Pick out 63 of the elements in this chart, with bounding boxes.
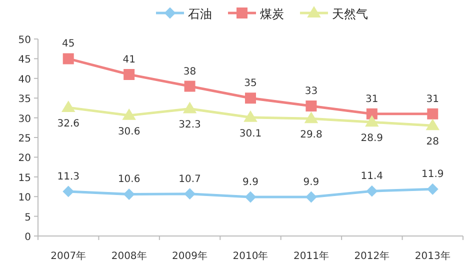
data-label: 35 <box>244 78 257 90</box>
x-tick-label: 2013年 <box>414 250 450 262</box>
point <box>366 108 378 120</box>
y-tick-label: 20 <box>18 153 31 164</box>
point <box>426 119 440 130</box>
point <box>427 108 438 120</box>
point <box>124 68 135 80</box>
point <box>306 191 317 202</box>
point <box>245 191 256 202</box>
data-label: 9.9 <box>242 176 258 188</box>
data-label: 9.9 <box>303 176 320 188</box>
data-label: 30.6 <box>118 126 140 138</box>
y-tick-label: 10 <box>18 192 31 204</box>
data-label: 31 <box>426 94 440 105</box>
x-tick-label: 2012年 <box>354 250 390 262</box>
data-label: 32.3 <box>178 120 201 131</box>
point <box>306 100 317 112</box>
data-label: 29.8 <box>300 130 322 141</box>
data-label: 28.9 <box>360 133 384 144</box>
y-tick-label: 15 <box>18 172 31 184</box>
data-label: 41 <box>122 54 136 66</box>
legend-label: 天然气 <box>332 7 368 21</box>
y-tick-label: 0 <box>24 232 31 243</box>
legend-label: 煤炭 <box>260 7 284 21</box>
point <box>366 186 378 197</box>
y-tick-label: 40 <box>18 74 31 86</box>
data-label: 11.4 <box>360 171 384 182</box>
data-label: 11.9 <box>422 169 444 180</box>
point <box>184 188 196 200</box>
point <box>365 116 378 127</box>
y-tick-label: 25 <box>18 134 31 144</box>
point <box>62 186 74 197</box>
y-tick-label: 5 <box>24 212 31 224</box>
legend-label: 石油 <box>188 7 212 21</box>
data-label: 31 <box>366 94 378 105</box>
data-label: 28 <box>426 136 440 148</box>
data-label: 45 <box>62 38 75 50</box>
x-tick-label: 2009年 <box>172 250 208 262</box>
point <box>183 102 196 114</box>
x-tick-label: 2010年 <box>232 250 268 262</box>
data-label: 10.7 <box>178 174 201 185</box>
point <box>62 53 74 64</box>
point <box>245 92 256 104</box>
y-tick-label: 50 <box>18 35 31 46</box>
data-label: 30.1 <box>239 128 262 140</box>
point <box>427 184 438 195</box>
point <box>124 188 135 200</box>
x-tick-label: 2008年 <box>111 250 147 262</box>
x-tick-label: 2007年 <box>50 250 86 262</box>
x-tick-label: 2011年 <box>293 250 329 262</box>
point <box>122 108 136 120</box>
data-label: 33 <box>304 86 318 97</box>
point <box>62 101 75 112</box>
y-tick-label: 30 <box>18 114 31 125</box>
point <box>244 110 257 122</box>
point <box>304 112 318 124</box>
point <box>184 80 196 92</box>
data-label: 10.6 <box>118 174 140 186</box>
y-tick-label: 45 <box>18 54 31 66</box>
data-label: 11.3 <box>57 171 80 182</box>
data-label: 32.6 <box>57 118 80 130</box>
data-label: 38 <box>183 66 196 78</box>
y-tick-label: 35 <box>18 94 31 106</box>
